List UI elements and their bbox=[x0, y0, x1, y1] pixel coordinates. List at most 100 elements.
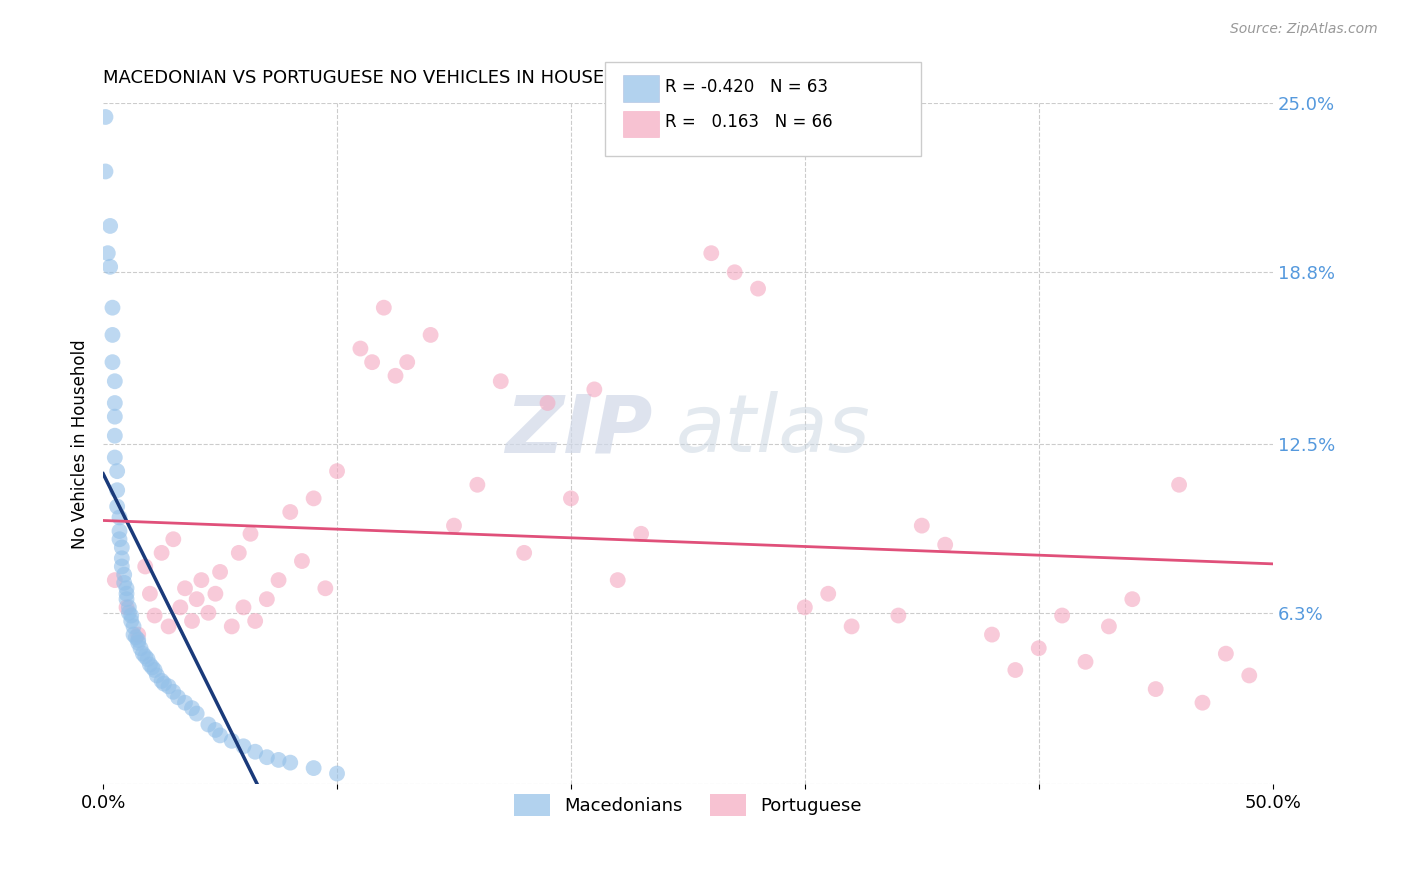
Point bbox=[139, 587, 162, 601]
Point bbox=[1215, 647, 1237, 661]
Text: R = -0.420   N = 63: R = -0.420 N = 63 bbox=[665, 78, 828, 95]
Point bbox=[98, 219, 121, 233]
Point bbox=[243, 745, 266, 759]
Point bbox=[583, 383, 606, 397]
Point bbox=[139, 657, 162, 672]
Point bbox=[143, 608, 166, 623]
Point bbox=[204, 587, 226, 601]
Point bbox=[221, 619, 243, 633]
Point bbox=[112, 567, 135, 582]
Point bbox=[560, 491, 582, 506]
Point bbox=[489, 374, 512, 388]
Point bbox=[118, 606, 141, 620]
Point bbox=[104, 374, 127, 388]
Point bbox=[256, 750, 278, 764]
Point bbox=[150, 546, 173, 560]
Point bbox=[127, 627, 149, 641]
Point bbox=[1191, 696, 1213, 710]
Point bbox=[239, 526, 262, 541]
Point bbox=[373, 301, 395, 315]
Point bbox=[108, 510, 131, 524]
Point bbox=[104, 450, 127, 465]
Point bbox=[120, 608, 142, 623]
Point bbox=[419, 327, 441, 342]
Point bbox=[101, 301, 124, 315]
Point bbox=[101, 355, 124, 369]
Point bbox=[1074, 655, 1097, 669]
Point bbox=[181, 701, 204, 715]
Point bbox=[326, 766, 349, 780]
Point bbox=[536, 396, 558, 410]
Point bbox=[197, 717, 219, 731]
Point bbox=[122, 619, 145, 633]
Point bbox=[396, 355, 419, 369]
Point bbox=[209, 565, 232, 579]
Point bbox=[1028, 641, 1050, 656]
Point bbox=[384, 368, 406, 383]
Point bbox=[162, 533, 184, 547]
Point bbox=[132, 647, 155, 661]
Point bbox=[111, 559, 134, 574]
Point bbox=[150, 673, 173, 688]
Point bbox=[174, 582, 197, 596]
Point bbox=[228, 546, 250, 560]
Y-axis label: No Vehicles in Household: No Vehicles in Household bbox=[72, 339, 89, 549]
Point bbox=[1121, 592, 1143, 607]
Point bbox=[94, 164, 117, 178]
Point bbox=[108, 524, 131, 538]
Point bbox=[278, 505, 301, 519]
Text: MACEDONIAN VS PORTUGUESE NO VEHICLES IN HOUSEHOLD CORRELATION CHART: MACEDONIAN VS PORTUGUESE NO VEHICLES IN … bbox=[103, 69, 856, 87]
Point bbox=[127, 636, 149, 650]
Point bbox=[221, 734, 243, 748]
Point bbox=[981, 627, 1004, 641]
Point bbox=[186, 706, 208, 721]
Point bbox=[143, 663, 166, 677]
Text: Source: ZipAtlas.com: Source: ZipAtlas.com bbox=[1230, 22, 1378, 37]
Point bbox=[361, 355, 384, 369]
Point bbox=[105, 500, 128, 514]
Point bbox=[111, 551, 134, 566]
Point bbox=[911, 518, 934, 533]
Point bbox=[122, 627, 145, 641]
Point bbox=[181, 614, 204, 628]
Point bbox=[105, 464, 128, 478]
Point bbox=[146, 668, 169, 682]
Point bbox=[1098, 619, 1121, 633]
Point bbox=[104, 573, 127, 587]
Point bbox=[153, 676, 176, 690]
Point bbox=[1168, 477, 1191, 491]
Point bbox=[129, 641, 152, 656]
Point bbox=[209, 728, 232, 742]
Point bbox=[104, 428, 127, 442]
Point bbox=[278, 756, 301, 770]
Point bbox=[887, 608, 910, 623]
Point bbox=[630, 526, 652, 541]
Point bbox=[443, 518, 465, 533]
Text: atlas: atlas bbox=[676, 392, 870, 469]
Point bbox=[104, 409, 127, 424]
Point bbox=[174, 696, 197, 710]
Point bbox=[134, 559, 156, 574]
Point bbox=[186, 592, 208, 607]
Point bbox=[125, 630, 148, 644]
Point bbox=[115, 587, 138, 601]
Point bbox=[112, 575, 135, 590]
Point bbox=[204, 723, 226, 737]
Legend: Macedonians, Portuguese: Macedonians, Portuguese bbox=[506, 787, 869, 823]
Point bbox=[934, 538, 956, 552]
Point bbox=[513, 546, 536, 560]
Point bbox=[162, 685, 184, 699]
Point bbox=[105, 483, 128, 498]
Point bbox=[1239, 668, 1261, 682]
Point bbox=[841, 619, 863, 633]
Point bbox=[98, 260, 121, 274]
Point bbox=[606, 573, 628, 587]
Point bbox=[197, 606, 219, 620]
Point bbox=[817, 587, 839, 601]
Point bbox=[676, 123, 699, 137]
Point bbox=[115, 592, 138, 607]
Point bbox=[141, 660, 163, 674]
Point bbox=[118, 600, 141, 615]
Point bbox=[169, 600, 191, 615]
Text: ZIP: ZIP bbox=[505, 392, 652, 469]
